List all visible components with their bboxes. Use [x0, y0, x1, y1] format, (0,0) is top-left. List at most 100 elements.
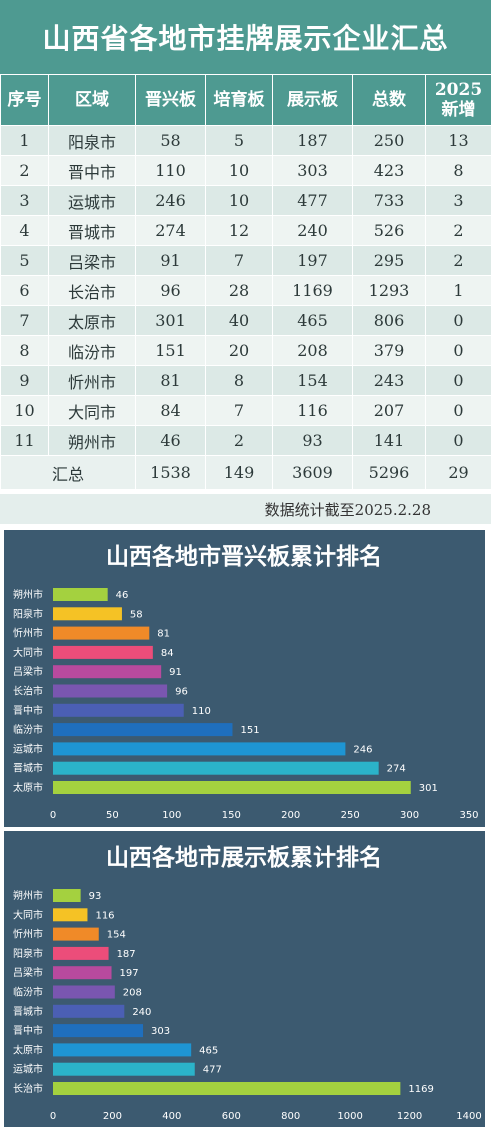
- table-cell: 154: [272, 365, 353, 396]
- table-cell: 465: [272, 305, 353, 336]
- table-cell: 8: [0, 335, 49, 366]
- bar: [53, 781, 411, 794]
- category-label: 太原市: [13, 781, 43, 794]
- bar: [53, 946, 109, 960]
- table-row: 7 太原市 301 40 465 806 0: [0, 305, 491, 336]
- table-cell: 2: [0, 155, 49, 186]
- bar: [53, 588, 108, 601]
- table-cell: 207: [352, 395, 426, 426]
- value-label: 91: [169, 667, 182, 678]
- table-cell: 9: [0, 365, 49, 396]
- table-cell: 243: [352, 365, 426, 396]
- table-cell: 3: [0, 185, 49, 216]
- chart-panel-jinxing: 山西各地市晋兴板累计排名 朔州市 46 阳泉市 58 忻州市 81 大同市 84 吕梁市 91 长治市…: [4, 530, 485, 827]
- x-tick-label: 1200: [397, 1111, 422, 1122]
- table-header-cell: 晋兴板: [135, 74, 206, 126]
- value-label: 46: [116, 590, 129, 601]
- page-title: 山西省各地市挂牌展示企业汇总: [0, 0, 491, 74]
- value-label: 303: [151, 1026, 170, 1037]
- table-row: 5 吕梁市 91 7 197 295 2: [0, 245, 491, 276]
- x-tick-label: 300: [400, 810, 419, 821]
- table-cell: 10: [205, 155, 273, 186]
- value-label: 187: [117, 949, 136, 960]
- bar: [53, 761, 379, 775]
- value-label: 81: [157, 629, 170, 640]
- table-header-cell: 总数: [352, 74, 426, 126]
- table-cell: 忻州市: [48, 365, 136, 396]
- value-label: 1169: [408, 1084, 433, 1095]
- x-tick-label: 100: [162, 810, 181, 821]
- table-cell: 1293: [352, 275, 426, 306]
- table-cell: 10: [0, 395, 49, 426]
- category-label: 长治市: [13, 685, 43, 698]
- x-tick-label: 0: [50, 1111, 56, 1122]
- table-cell: 526: [352, 215, 426, 246]
- table-cell: 10: [205, 185, 273, 216]
- x-tick-label: 1000: [337, 1111, 362, 1122]
- value-label: 58: [130, 609, 143, 620]
- category-label: 晋城市: [13, 1005, 43, 1018]
- x-tick-label: 600: [222, 1111, 241, 1122]
- table-cell: 4: [0, 215, 49, 246]
- table-cell: 2: [425, 215, 491, 246]
- table-cell: 7: [205, 395, 273, 426]
- table-cell: 7: [205, 245, 273, 276]
- category-label: 朔州市: [13, 588, 43, 601]
- x-tick-label: 800: [281, 1111, 300, 1122]
- table-cell: 806: [352, 305, 426, 336]
- category-label: 大同市: [13, 908, 43, 921]
- table-cell: 187: [272, 125, 353, 156]
- table-cell: 40: [205, 305, 273, 336]
- table-cell: 240: [272, 215, 353, 246]
- bar: [53, 889, 81, 902]
- category-label: 临汾市: [13, 723, 43, 736]
- bar: [53, 723, 233, 737]
- table-cell: 5: [0, 245, 49, 276]
- table-row: 2 晋中市 110 10 303 423 8: [0, 155, 491, 186]
- table-cell: 朔州市: [48, 425, 136, 456]
- bar: [53, 684, 168, 698]
- value-label: 93: [89, 891, 102, 902]
- category-label: 忻州市: [13, 627, 43, 640]
- table-cell: 274: [135, 215, 206, 246]
- bar: [53, 1082, 401, 1095]
- value-label: 274: [387, 764, 406, 775]
- x-tick-label: 50: [106, 810, 119, 821]
- category-label: 阳泉市: [13, 607, 43, 620]
- x-tick-label: 400: [162, 1111, 181, 1122]
- table-cell: 81: [135, 365, 206, 396]
- table-cell: 301: [135, 305, 206, 336]
- table-cell: 477: [272, 185, 353, 216]
- table-cell: 8: [205, 365, 273, 396]
- table-cell: 2: [205, 425, 273, 456]
- table-header-cell: 2025 新增: [425, 74, 491, 126]
- table-cell: 116: [272, 395, 353, 426]
- category-label: 运城市: [13, 742, 43, 755]
- x-tick-label: 1400: [456, 1111, 481, 1122]
- category-label: 朔州市: [13, 889, 43, 902]
- bar: [53, 927, 99, 941]
- table-cell: 11: [0, 425, 49, 456]
- table-cell: 197: [272, 245, 353, 276]
- table-cell: 28: [205, 275, 273, 306]
- chart-title: 山西各地市晋兴板累计排名: [106, 543, 382, 570]
- category-label: 运城市: [13, 1063, 43, 1076]
- bar: [53, 966, 112, 980]
- bar: [53, 908, 88, 922]
- chart-title: 山西各地市展示板累计排名: [106, 844, 382, 871]
- table-cell: 1: [0, 125, 49, 156]
- table-cell: 3: [425, 185, 491, 216]
- bar: [53, 985, 115, 999]
- value-label: 116: [95, 910, 114, 921]
- bar: [53, 1043, 192, 1057]
- data-date-note: 数据统计截至2025.2.28: [0, 494, 491, 524]
- table-cell: 423: [352, 155, 426, 186]
- table-cell: 379: [352, 335, 426, 366]
- table-cell: 5: [205, 125, 273, 156]
- value-label: 197: [120, 968, 139, 979]
- value-label: 240: [132, 1007, 151, 1018]
- table-row: 11 朔州市 46 2 93 141 0: [0, 425, 491, 456]
- category-label: 长治市: [13, 1082, 43, 1095]
- total-cell: 29: [425, 455, 491, 490]
